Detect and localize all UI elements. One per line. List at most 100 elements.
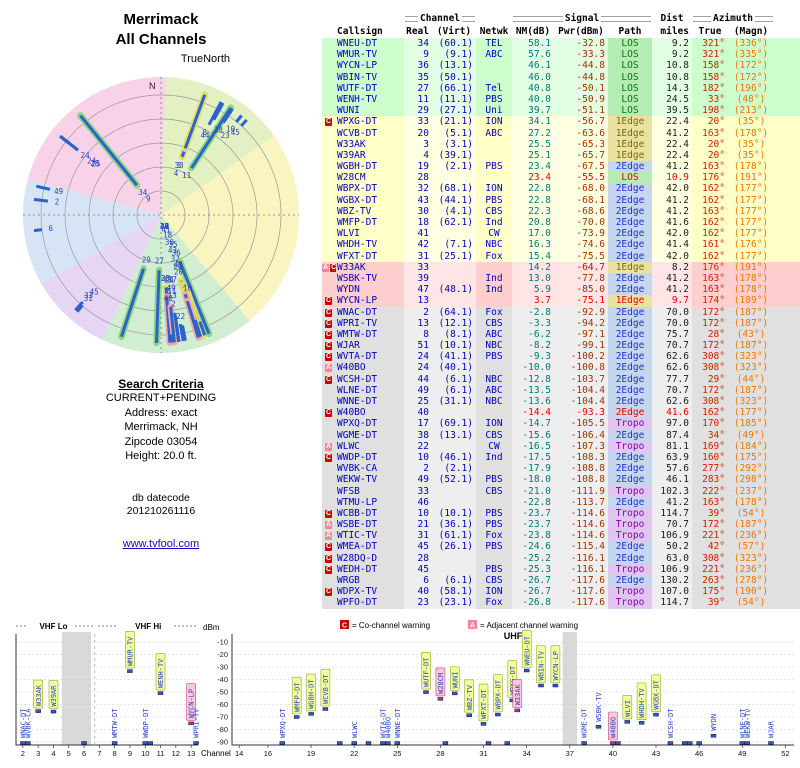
station-marker — [514, 708, 520, 713]
table-row: C WEDH-DT 45 PBS -25.3 -116.1 Tropo 106.9 221° (2… — [322, 563, 800, 575]
network — [476, 497, 512, 508]
azimuth-magnetic: (54°) — [736, 507, 766, 519]
station-label: WMTW-DT — [111, 708, 119, 738]
real-channel: 45 — [404, 541, 432, 553]
power: -105.5 — [554, 418, 608, 430]
noise-margin: 23.4 — [512, 161, 554, 173]
distance: 81.1 — [652, 440, 692, 452]
station-marker — [25, 741, 31, 745]
network: ABC — [485, 49, 503, 61]
search-criteria-line: CURRENT+PENDING — [105, 392, 217, 404]
azimuth-magnetic: (178°) — [733, 496, 769, 508]
azimuth-true: 308° — [702, 552, 725, 564]
station-marker — [385, 741, 391, 745]
distance: 70.0 — [652, 306, 692, 318]
radar-signal-bar — [240, 118, 248, 127]
noise-margin: 13.0 — [512, 272, 554, 285]
radar-signal-bar — [190, 106, 232, 169]
azimuth-magnetic: (176°) — [733, 239, 769, 251]
real-channel: 31 — [404, 250, 432, 262]
radar-channel-label: 27 — [155, 257, 164, 266]
network: Ind — [485, 217, 503, 228]
station-label: WYDN — [710, 714, 718, 731]
real-channel: 24 — [404, 351, 432, 363]
noise-margin: 40.8 — [512, 82, 554, 94]
real-channel: 17 — [404, 418, 432, 430]
callsign: WDPX-TV — [337, 586, 378, 598]
co-channel-legend-text: = Co-channel warning — [352, 621, 430, 630]
distance: 107.0 — [652, 586, 692, 598]
real-channel: 21 — [404, 519, 432, 531]
station-label: WMUR-TV — [127, 636, 135, 666]
noise-margin: -21.0 — [512, 485, 554, 497]
table-row: WVBK-CA 2 (2.1) -17.9 -108.8 2Edge 57.6 277° (29… — [322, 463, 800, 475]
azimuth-true: 162° — [702, 407, 725, 419]
azimuth-true: 39° — [707, 597, 725, 609]
channel-tick-label: 25 — [393, 749, 401, 758]
warning-markers: A — [322, 362, 336, 373]
virtual-channel: (12.1) — [432, 317, 476, 329]
distance: 62.6 — [652, 351, 692, 363]
co-channel-warning-icon: C — [324, 319, 333, 328]
path: LOS — [608, 71, 652, 83]
virtual-channel: (40.1) — [432, 362, 476, 374]
power: -100.2 — [554, 351, 608, 363]
tvfool-link[interactable]: www.tvfool.com — [122, 537, 200, 550]
table-row: WEKW-TV 49 (52.1) PBS -18.0 -108.8 2Edge 46.1 28… — [322, 474, 800, 486]
path: LOS — [608, 105, 652, 117]
virtual-channel — [432, 485, 476, 497]
azimuth-true: 42° — [707, 541, 725, 553]
station-label: WCSH-DT — [667, 708, 675, 738]
network: ION — [485, 116, 503, 128]
network: NBC — [485, 239, 503, 251]
distance: 70.0 — [652, 317, 692, 329]
warning-markers — [322, 430, 336, 441]
azimuth-true: 175° — [702, 586, 725, 598]
channel-tick-label: 2 — [21, 749, 25, 758]
real-channel: 46 — [404, 496, 432, 508]
dbm-tick-label: -80 — [217, 725, 228, 734]
callsign: WSBK-TV — [337, 272, 378, 284]
callsign: W33AK — [337, 138, 366, 150]
table-row: C WPXG-DT 33 (21.1) ION 34.1 -56.7 1Edge 22.4 20°… — [322, 116, 800, 128]
radar-channel-label: 33 — [175, 161, 184, 170]
real-channel: 28 — [404, 172, 432, 184]
virtual-channel: (58.1) — [432, 586, 476, 598]
azimuth-magnetic: (54°) — [736, 597, 766, 609]
table-column-header: Callsign Real (Virt) Netwk NM(dB) Pwr(dB… — [322, 25, 800, 38]
table-row: WTMU-LP 46 -22.8 -113.7 2Edge 41.2 163° (178°) — [322, 496, 800, 508]
station-label: WVTA-DT — [380, 708, 388, 738]
path: 2Edge — [608, 306, 652, 318]
radar-signal-bar — [183, 94, 207, 149]
unused-channel-band — [61, 632, 91, 745]
warning-markers: C — [322, 351, 336, 362]
callsign: WNEU-DT — [337, 38, 378, 49]
callsign: WNNE-DT — [337, 396, 378, 407]
callsign: WLVI — [337, 228, 360, 240]
radar-channel-label: 9 — [146, 195, 151, 204]
azimuth-true: 158° — [702, 60, 725, 72]
virtual-channel: (66.1) — [432, 82, 476, 94]
noise-margin: -12.8 — [512, 373, 554, 385]
radar-wedge — [23, 179, 161, 284]
unused-channel-band — [562, 632, 577, 745]
path: 2Edge — [608, 194, 652, 206]
distance: 114.7 — [652, 597, 692, 609]
network — [476, 150, 512, 161]
station-label: WBIN-TV — [538, 650, 546, 680]
warning-markers — [322, 139, 336, 150]
callsign: WPFO-DT — [337, 597, 378, 609]
power: -64.7 — [554, 261, 608, 273]
noise-margin: -25.2 — [512, 552, 554, 564]
real-channel: 27 — [404, 82, 432, 94]
azimuth-magnetic: (35°) — [736, 149, 766, 161]
db-datecode: db datecode 201210261116 — [0, 492, 322, 518]
table-row: C WCBB-DT 10 (10.1) PBS -23.7 -114.6 Tropo 114.7… — [322, 507, 800, 520]
radar-channel-label: 30 — [165, 238, 175, 247]
virtual-channel: (62.1) — [432, 217, 476, 229]
channel-tick-label: 9 — [128, 749, 132, 758]
azimuth-magnetic: (187°) — [733, 317, 769, 329]
radar-signal-bar — [178, 260, 211, 335]
station-label: WLVI — [624, 700, 632, 717]
station-marker — [581, 741, 587, 745]
